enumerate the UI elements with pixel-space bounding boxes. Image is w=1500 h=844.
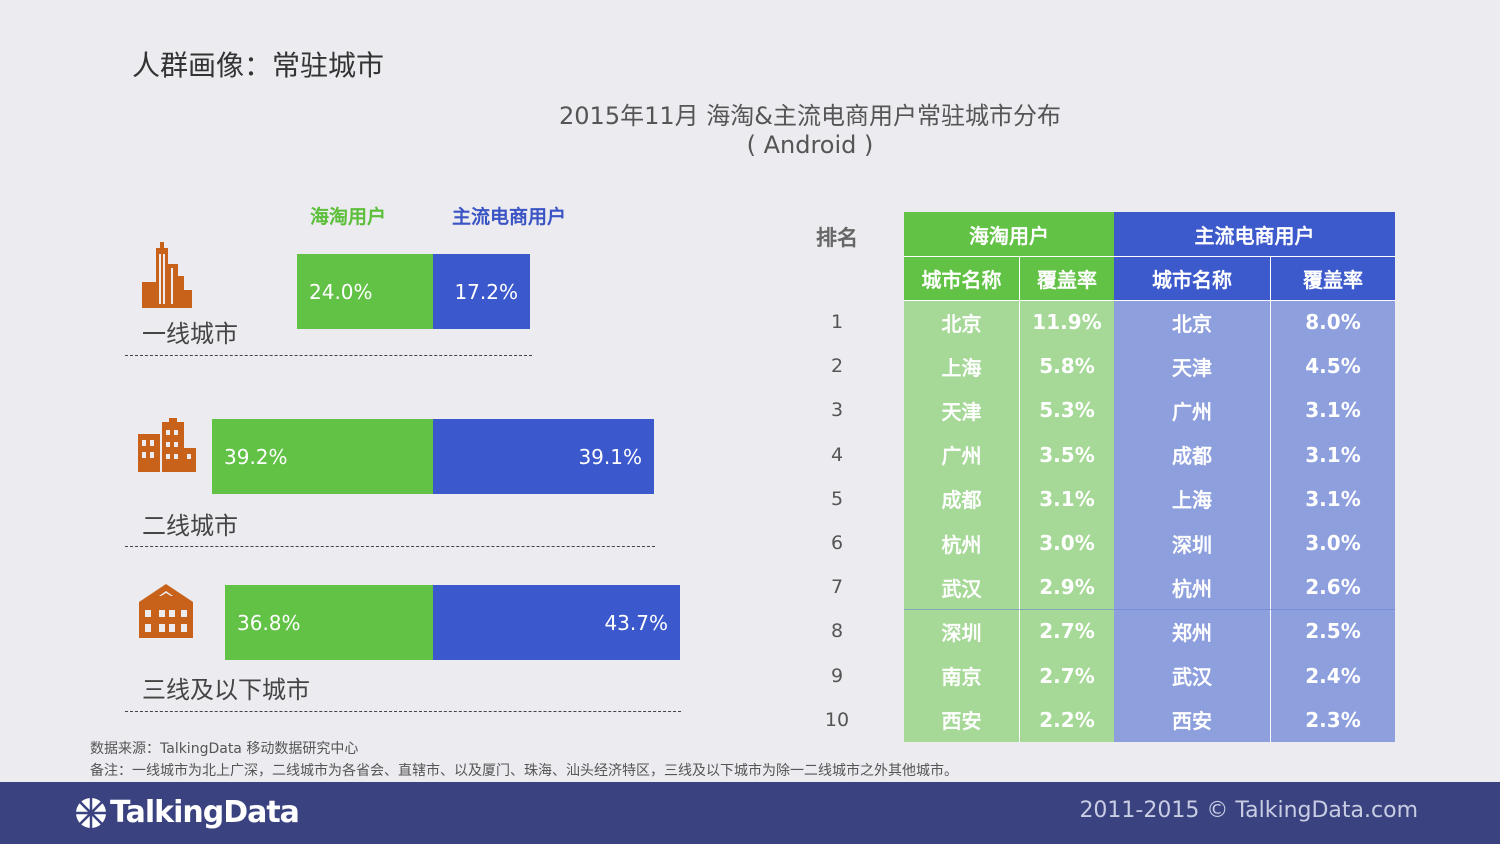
data-source: 数据来源：TalkingData 移动数据研究中心 <box>90 741 359 757</box>
rank-number: 8 <box>830 620 844 643</box>
cell-haitao-city: 深圳 <box>941 620 982 645</box>
cell-haitao-rate: 2.7% <box>1039 663 1095 688</box>
rank-number: 1 <box>830 311 844 333</box>
row-divider <box>904 300 1395 301</box>
bar-label: 17.2% <box>454 279 518 304</box>
table-body-main <box>1114 300 1395 742</box>
copyright: 2011-2015 © TalkingData.com <box>1079 798 1418 823</box>
cell-main-city: 成都 <box>1172 444 1212 469</box>
cell-haitao-city: 南京 <box>941 665 982 690</box>
cell-main-city: 天津 <box>1172 355 1212 380</box>
page-title: 人群画像：常驻城市 <box>132 49 385 82</box>
bar-haitao: 36.8% <box>225 585 433 660</box>
bar-label: 36.8% <box>237 610 301 635</box>
cell-haitao-rate: 3.5% <box>1039 442 1095 467</box>
talkingdata-logo-icon <box>76 798 106 828</box>
rank-header: 排名 <box>816 226 858 250</box>
cell-haitao-city: 西安 <box>941 709 982 734</box>
cell-haitao-rate: 11.9% <box>1032 310 1102 334</box>
rank-number: 9 <box>830 664 844 687</box>
rank-number: 2 <box>830 355 844 378</box>
cell-haitao-rate: 2.7% <box>1039 619 1095 644</box>
cell-haitao-city: 天津 <box>941 399 982 424</box>
cell-haitao-city: 广州 <box>941 444 982 469</box>
divider <box>125 711 681 712</box>
cell-main-city: 杭州 <box>1172 576 1212 601</box>
legend-main: 主流电商用户 <box>452 206 567 228</box>
house-icon <box>139 584 193 638</box>
rank-number: 6 <box>830 532 844 554</box>
cell-haitao-city: 成都 <box>941 488 982 513</box>
cell-haitao-city: 上海 <box>941 355 982 380</box>
subheader-rate: 覆盖率 <box>1020 257 1114 300</box>
cell-haitao-rate: 2.9% <box>1039 575 1095 600</box>
legend-haitao: 海淘用户 <box>310 206 387 228</box>
skyscraper-icon <box>142 242 192 308</box>
bar-main: 43.7% <box>433 585 680 660</box>
rank-number: 4 <box>830 443 844 466</box>
cell-haitao-city: 武汉 <box>941 576 982 601</box>
table-header-haitao: 海淘用户 <box>904 212 1114 256</box>
cell-haitao-rate: 5.8% <box>1039 354 1095 379</box>
bar-haitao: 24.0% <box>297 254 433 329</box>
column-divider <box>1019 257 1020 742</box>
cell-main-city: 西安 <box>1172 709 1212 734</box>
row-divider <box>904 609 1395 610</box>
bar-haitao: 39.2% <box>212 419 433 494</box>
table-body-haitao <box>904 300 1114 742</box>
cell-haitao-rate: 5.3% <box>1039 398 1095 423</box>
tier-label-3: 三线及以下城市 <box>142 676 310 704</box>
rank-number: 5 <box>830 487 844 510</box>
cell-main-rate: 3.1% <box>1305 442 1361 467</box>
bar-label: 43.7% <box>604 610 668 635</box>
footer-logo: TalkingData <box>110 795 300 830</box>
subheader-city: 城市名称 <box>1114 257 1270 300</box>
cell-main-rate: 2.5% <box>1305 619 1361 644</box>
bar-main: 39.1% <box>433 419 654 494</box>
cell-main-rate: 3.1% <box>1305 398 1361 423</box>
tier-label-1: 一线城市 <box>142 320 238 348</box>
rank-number: 3 <box>830 399 844 422</box>
cell-haitao-city: 北京 <box>941 311 982 336</box>
table-header-main: 主流电商用户 <box>1114 212 1395 256</box>
cell-main-city: 广州 <box>1172 399 1212 424</box>
cell-main-city: 郑州 <box>1172 620 1212 645</box>
cell-main-rate: 8.0% <box>1305 310 1361 334</box>
chart-title: 2015年11月 海淘&主流电商用户常驻城市分布 <box>559 102 1061 130</box>
footer-bar <box>0 782 1500 844</box>
cell-main-city: 北京 <box>1172 311 1212 336</box>
cell-haitao-rate: 2.2% <box>1039 707 1095 732</box>
row-divider <box>904 256 1395 257</box>
bar-label: 39.2% <box>224 444 288 469</box>
cell-main-city: 上海 <box>1172 488 1212 513</box>
bar-main: 17.2% <box>433 254 530 329</box>
bar-label: 39.1% <box>578 444 642 469</box>
cell-main-rate: 3.0% <box>1305 531 1361 555</box>
cell-main-rate: 4.5% <box>1305 354 1361 379</box>
cell-main-rate: 3.1% <box>1305 486 1361 511</box>
tier-label-2: 二线城市 <box>142 512 238 540</box>
cell-haitao-rate: 3.1% <box>1039 486 1095 511</box>
cell-haitao-rate: 3.0% <box>1039 531 1095 555</box>
cell-haitao-city: 杭州 <box>941 532 982 557</box>
office-building-icon <box>138 418 196 472</box>
cell-main-city: 深圳 <box>1172 532 1212 557</box>
rank-number: 7 <box>830 576 844 599</box>
divider <box>125 355 532 356</box>
cell-main-rate: 2.6% <box>1305 575 1361 600</box>
subheader-city: 城市名称 <box>904 257 1019 300</box>
column-divider <box>1270 257 1271 742</box>
footnote: 备注：一线城市为北上广深，二线城市为各省会、直辖市、以及厦门、珠海、汕头经济特区… <box>90 763 958 779</box>
cell-main-rate: 2.3% <box>1305 707 1361 732</box>
rank-number: 10 <box>824 708 850 731</box>
cell-main-rate: 2.4% <box>1305 663 1361 688</box>
divider <box>125 546 655 547</box>
subheader-rate: 覆盖率 <box>1271 257 1395 300</box>
bar-label: 24.0% <box>309 279 373 304</box>
cell-main-city: 武汉 <box>1172 665 1212 690</box>
chart-subtitle: ( Android ) <box>746 131 874 159</box>
